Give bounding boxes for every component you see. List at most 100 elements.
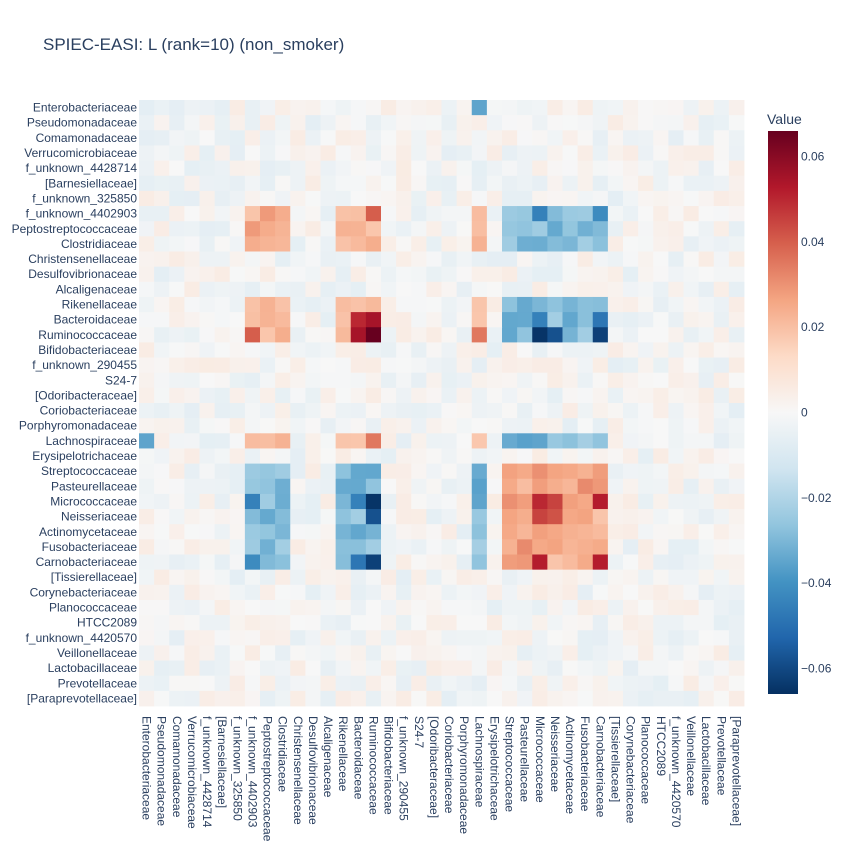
heatmap-cell — [350, 493, 367, 510]
heatmap-cell — [471, 387, 488, 404]
heatmap-cell — [698, 645, 715, 661]
heatmap-cell — [562, 599, 579, 616]
heatmap-cell — [350, 524, 367, 540]
heatmap-cell — [592, 509, 609, 525]
heatmap-cell — [607, 448, 624, 464]
heatmap-cell — [607, 221, 624, 237]
heatmap-cell — [305, 539, 321, 555]
heatmap-cell — [381, 569, 397, 586]
heatmap-cell — [139, 509, 155, 525]
heatmap-cell — [653, 357, 669, 374]
heatmap-cell — [169, 569, 185, 586]
heatmap-cell — [411, 660, 427, 677]
heatmap-cell — [471, 615, 488, 631]
heatmap-cell — [305, 403, 321, 419]
heatmap-cell — [184, 524, 200, 540]
heatmap-cell — [320, 115, 337, 131]
heatmap-cell — [214, 463, 231, 480]
x-axis-labels: Enterobacteriaceae Pseudomonadaceae Comamo… — [140, 716, 744, 842]
heatmap-cell — [275, 327, 291, 343]
heatmap-cell — [486, 599, 503, 616]
heatmap-cell — [653, 493, 669, 510]
heatmap-cell — [517, 615, 533, 631]
heatmap-cell — [244, 342, 261, 358]
heatmap-cell — [638, 236, 654, 252]
heatmap-cell — [623, 433, 639, 449]
heatmap-cell — [411, 160, 427, 177]
heatmap-cell — [365, 387, 382, 404]
heatmap-cell — [335, 145, 352, 161]
heatmap-cell — [592, 266, 609, 283]
heatmap-cell — [275, 251, 291, 268]
heatmap-cell — [411, 478, 427, 495]
heatmap-cell — [668, 554, 684, 571]
heatmap-cell — [502, 675, 518, 692]
heatmap-cell — [426, 327, 442, 343]
heatmap-cell — [547, 206, 563, 222]
heatmap-cell — [441, 524, 458, 540]
heatmap-cell — [290, 145, 306, 161]
heatmap-cell — [169, 387, 185, 404]
heatmap-cell — [411, 569, 427, 586]
heatmap-cell — [471, 266, 488, 283]
heatmap-cell — [320, 539, 337, 555]
heatmap-cell — [517, 433, 533, 449]
heatmap-cell — [562, 296, 579, 313]
heatmap-cell — [365, 463, 382, 480]
heatmap-cell — [305, 100, 321, 116]
heatmap-cell — [623, 145, 639, 161]
heatmap-cell — [441, 448, 458, 464]
heatmap-cell — [260, 296, 276, 313]
heatmap-cell — [396, 342, 412, 358]
heatmap-cell — [547, 433, 563, 449]
heatmap-cell — [229, 296, 246, 313]
heatmap-cell — [350, 509, 367, 525]
colorbar — [768, 131, 798, 694]
heatmap-cell — [517, 403, 533, 419]
heatmap-cell — [229, 584, 246, 601]
heatmap-cell — [396, 524, 412, 540]
heatmap-cell — [532, 539, 548, 555]
heatmap-cell — [184, 569, 200, 586]
heatmap-cell — [199, 145, 216, 161]
heatmap-cell — [698, 115, 715, 131]
heatmap-cell — [275, 206, 291, 222]
y-tick-label: [Barnesiellaceae] — [45, 176, 137, 190]
heatmap-cell — [381, 584, 397, 601]
heatmap-cell — [229, 569, 246, 586]
heatmap-cell — [532, 418, 548, 434]
heatmap-cell — [411, 100, 427, 116]
heatmap-cell — [184, 145, 200, 161]
heatmap-cell — [456, 418, 473, 434]
colorbar-tick-label: −0.02 — [801, 491, 832, 505]
heatmap-cell — [139, 493, 155, 510]
heatmap-cell — [517, 357, 533, 374]
heatmap-cell — [244, 478, 261, 495]
heatmap-cell — [577, 296, 594, 313]
heatmap-cell — [335, 130, 352, 146]
heatmap-cell — [411, 509, 427, 525]
heatmap-cell — [683, 160, 700, 177]
heatmap-cell — [350, 100, 367, 116]
heatmap-cell — [426, 387, 442, 404]
heatmap-cell — [638, 660, 654, 677]
heatmap-cell — [411, 312, 427, 328]
heatmap-cell — [396, 584, 412, 601]
heatmap-cell — [229, 387, 246, 404]
heatmap-cell — [154, 296, 170, 313]
heatmap-cell — [290, 296, 306, 313]
heatmap-cell — [335, 478, 352, 495]
colorbar-tick-label: 0.04 — [801, 235, 825, 249]
heatmap-cell — [486, 554, 503, 571]
heatmap-cell — [426, 296, 442, 313]
heatmap-cell — [305, 342, 321, 358]
heatmap-cell — [683, 448, 700, 464]
heatmap-cell — [139, 433, 155, 449]
heatmap-cell — [350, 357, 367, 374]
heatmap-cell — [547, 599, 563, 616]
heatmap-cell — [275, 569, 291, 586]
heatmap-cell — [683, 524, 700, 540]
heatmap-cell — [411, 675, 427, 692]
heatmap-cell — [320, 554, 337, 571]
y-tick-label: f_unknown_325850 — [32, 191, 137, 205]
